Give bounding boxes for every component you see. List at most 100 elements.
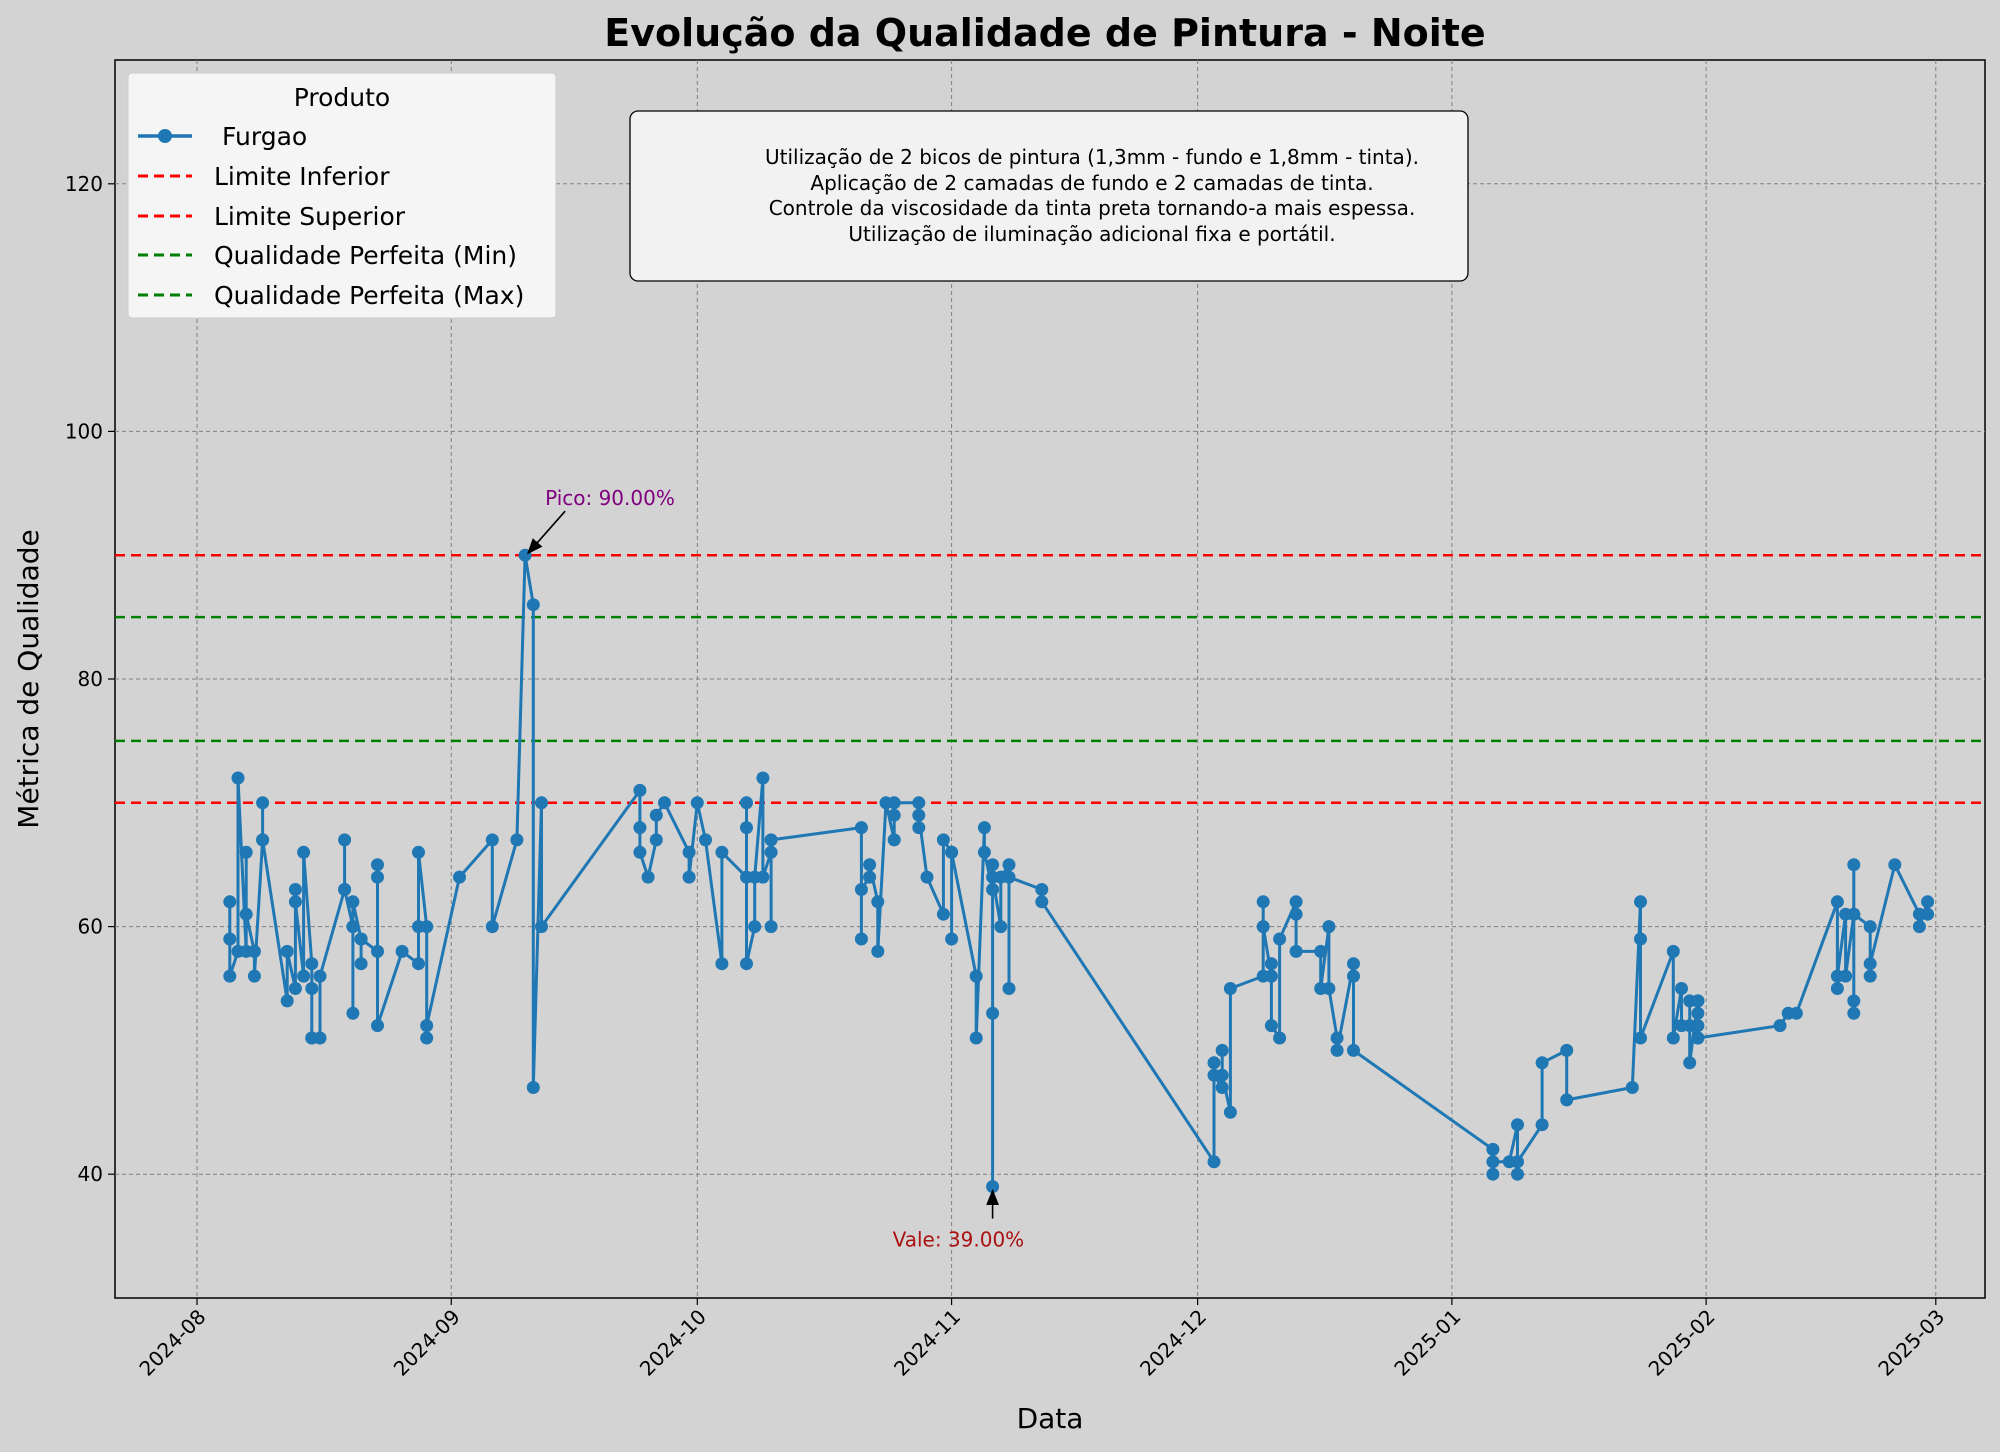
data-point xyxy=(1330,1031,1344,1045)
data-point xyxy=(223,969,237,983)
data-point xyxy=(346,920,360,934)
info-line-2: Aplicação de 2 camadas de fundo e 2 cama… xyxy=(810,171,1373,195)
x-tick-label: 2024-09 xyxy=(389,1305,465,1381)
data-point xyxy=(1625,1081,1639,1094)
data-point xyxy=(969,969,983,983)
annotations: Pico: 90.00% Vale: 39.00% xyxy=(527,486,1024,1252)
data-point xyxy=(887,796,901,810)
data-point xyxy=(756,870,770,884)
data-point xyxy=(305,982,319,995)
data-point xyxy=(764,845,778,859)
info-line-4: Utilização de iluminação adicional fixa … xyxy=(848,222,1335,246)
data-point xyxy=(223,932,237,946)
y-axis-title: Métrica de Qualidade xyxy=(12,529,45,828)
data-point xyxy=(1839,969,1853,983)
data-point xyxy=(936,907,950,921)
data-point xyxy=(1322,920,1336,934)
data-point xyxy=(871,895,885,909)
data-point xyxy=(936,833,950,847)
data-point xyxy=(1888,858,1902,872)
data-point xyxy=(313,969,327,983)
data-point xyxy=(1035,883,1049,896)
data-point xyxy=(1207,1056,1221,1070)
legend-marker-furgao xyxy=(158,129,172,143)
data-point xyxy=(1691,1019,1705,1033)
data-point xyxy=(1535,1056,1549,1070)
data-point xyxy=(1347,957,1360,971)
data-point xyxy=(1264,957,1278,971)
data-point xyxy=(371,944,384,958)
data-point xyxy=(1486,1167,1500,1181)
series-furgao xyxy=(223,548,1935,1194)
data-point xyxy=(871,944,885,958)
legend-label-limite-inferior: Limite Inferior xyxy=(214,162,390,191)
data-point xyxy=(748,920,762,934)
data-point xyxy=(1773,1019,1787,1033)
data-point xyxy=(633,845,647,859)
data-point xyxy=(1223,1105,1237,1119)
data-point xyxy=(1002,870,1016,884)
reference-lines xyxy=(115,553,1985,805)
data-point xyxy=(649,833,663,847)
data-point xyxy=(854,932,868,946)
data-point xyxy=(526,1081,540,1094)
data-point xyxy=(247,969,261,983)
data-point xyxy=(420,1031,434,1045)
data-point xyxy=(1035,895,1049,909)
data-point xyxy=(1847,858,1861,872)
data-point xyxy=(1289,944,1303,958)
data-point xyxy=(649,808,663,822)
data-point xyxy=(535,920,548,934)
data-point xyxy=(338,833,352,847)
data-point xyxy=(1691,1031,1705,1045)
data-point xyxy=(1921,907,1935,921)
x-tick-label: 2025-03 xyxy=(1873,1305,1949,1381)
data-point xyxy=(1560,1093,1574,1107)
data-point xyxy=(633,821,647,835)
data-point xyxy=(1223,982,1237,995)
data-point xyxy=(1256,895,1270,909)
data-point xyxy=(1273,932,1287,946)
data-point xyxy=(1863,969,1877,983)
data-point xyxy=(510,833,524,847)
data-point xyxy=(764,920,778,934)
data-point xyxy=(1347,1043,1360,1057)
data-point xyxy=(485,920,499,934)
data-point xyxy=(912,796,926,810)
data-point xyxy=(297,969,311,983)
data-point xyxy=(756,771,770,785)
data-point xyxy=(1863,957,1877,971)
data-point xyxy=(1511,1155,1524,1169)
data-point xyxy=(1535,1118,1549,1132)
data-point xyxy=(1666,944,1680,958)
info-box-frame xyxy=(629,110,1469,282)
annotation-arrow xyxy=(527,510,566,555)
data-point xyxy=(633,783,647,797)
data-point xyxy=(1863,920,1877,934)
chart-title: Evolução da Qualidade de Pintura - Noite xyxy=(604,11,1485,55)
data-point xyxy=(740,957,753,971)
data-point xyxy=(863,870,877,884)
data-point xyxy=(699,833,712,847)
y-tick-label: 40 xyxy=(78,1162,103,1186)
data-point xyxy=(1683,1056,1697,1070)
info-box: Utilização de 2 bicos de pintura (1,3mm … xyxy=(629,110,1469,282)
data-point xyxy=(346,1006,360,1020)
data-point xyxy=(1666,1031,1680,1045)
data-point xyxy=(715,845,729,859)
data-point xyxy=(863,858,877,872)
data-point xyxy=(986,1006,1000,1020)
data-point xyxy=(1289,907,1303,921)
data-point xyxy=(1830,895,1844,909)
data-point xyxy=(1847,994,1861,1008)
y-tick-label: 100 xyxy=(65,419,103,443)
data-point xyxy=(740,796,753,810)
legend-label-furgao: Furgao xyxy=(222,122,307,151)
data-point xyxy=(986,883,1000,896)
data-point xyxy=(1912,920,1926,934)
data-point xyxy=(288,982,302,995)
data-point xyxy=(715,957,729,971)
data-point xyxy=(1830,982,1844,995)
data-point xyxy=(1330,1043,1344,1057)
data-point xyxy=(1675,982,1688,995)
